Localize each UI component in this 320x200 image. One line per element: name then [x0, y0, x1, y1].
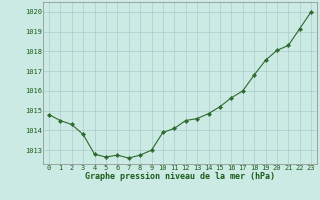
X-axis label: Graphe pression niveau de la mer (hPa): Graphe pression niveau de la mer (hPa) [85, 172, 275, 181]
